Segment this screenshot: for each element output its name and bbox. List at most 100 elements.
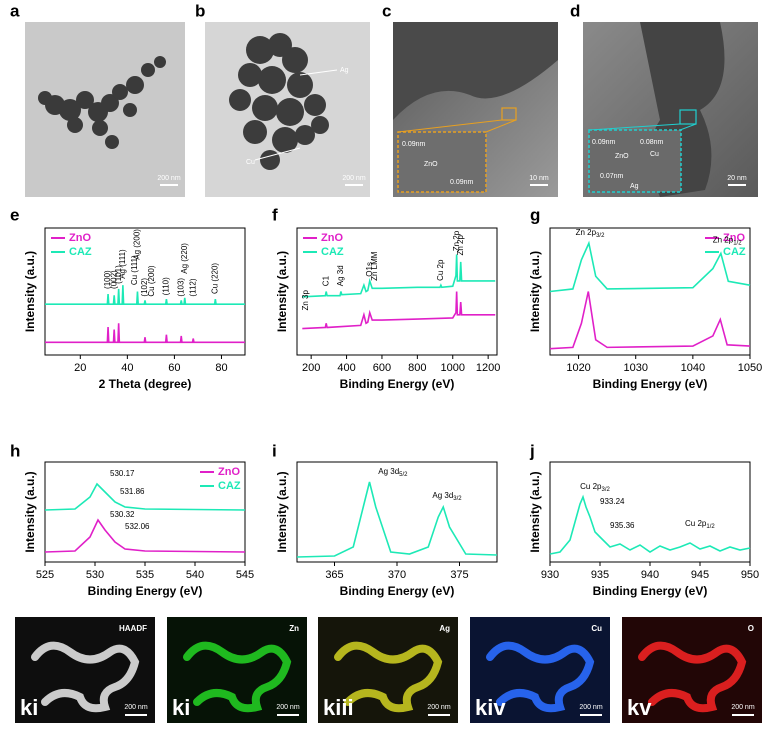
legend-label: ZnO <box>723 232 745 244</box>
plot-frame <box>296 227 498 356</box>
legend-label: CAZ <box>218 480 241 492</box>
spectrum-line <box>549 240 751 293</box>
panel-letter: b <box>195 1 205 20</box>
image-label: Ag <box>340 67 349 74</box>
chart: 525 530 535 540 545 Binding Energy (eV) Intens… <box>23 461 254 598</box>
annotation-text: Ag 3d <box>432 491 453 500</box>
annotation: Cu 2p <box>436 259 445 281</box>
shape <box>112 84 128 100</box>
map-signal <box>638 641 747 713</box>
annotation: (102) <box>140 278 149 297</box>
zoom-line <box>679 123 697 131</box>
map-element: Cu <box>591 624 602 633</box>
zoom-line <box>485 119 517 133</box>
scale-label: 200 nm <box>276 704 300 711</box>
shape <box>282 47 308 73</box>
x-tick-label: 530 <box>86 569 104 581</box>
shape <box>238 63 262 87</box>
x-tick-label: 1200 <box>476 362 500 374</box>
x-tick-label: 800 <box>408 362 426 374</box>
shape <box>276 98 304 126</box>
zoom-box <box>501 107 517 121</box>
shape <box>311 116 329 134</box>
y-axis-label: Intensity (a.u.) <box>275 251 289 332</box>
y-axis-label: Intensity (a.u.) <box>528 251 542 332</box>
shape <box>101 94 119 112</box>
shape <box>287 72 313 98</box>
spectrum-line <box>549 291 751 350</box>
annotation: (002) <box>109 270 118 289</box>
spectrum-line <box>302 291 496 330</box>
x-tick-label: 1030 <box>623 362 647 374</box>
spectrum-line <box>302 254 496 298</box>
shape <box>243 120 267 144</box>
inset-label: ZnO <box>424 161 438 168</box>
annotation: (101) <box>114 265 123 284</box>
x-tick-label: 1020 <box>566 362 590 374</box>
shape <box>105 135 119 149</box>
annotation: Cu 2p1/2 <box>685 519 715 529</box>
legend-label: CAZ <box>723 246 746 258</box>
scale-label: 200 nm <box>427 704 451 711</box>
shape <box>123 103 137 117</box>
shape <box>59 99 81 121</box>
map-label: kv <box>627 695 652 720</box>
annotation: Zn 2p3/2 <box>576 228 605 238</box>
shape <box>76 91 94 109</box>
shape <box>260 150 280 170</box>
x-tick-label: 375 <box>450 569 468 581</box>
annotation: (100) <box>103 270 112 289</box>
annotation: Zn 2p <box>456 235 465 256</box>
inset-label: 0.08nm <box>640 139 664 146</box>
annotation: Cu 2p3/2 <box>580 482 610 492</box>
plot-frame <box>549 461 751 563</box>
annotation: 933.24 <box>600 497 625 506</box>
x-tick-label: 370 <box>388 569 406 581</box>
particle <box>393 22 558 120</box>
annotation-text: Cu 2p <box>580 482 602 491</box>
annotation-sub: 3/2 <box>602 487 611 493</box>
annotation: Cu (220) <box>210 263 219 294</box>
panel-letter: d <box>570 1 580 20</box>
inset <box>588 129 682 193</box>
x-tick-label: 60 <box>168 362 180 374</box>
annotation-text: Ag 3d <box>378 467 399 476</box>
hrtem-image-c: 0.09nm ZnO 0.09nm 10 nm <box>393 22 558 197</box>
x-tick-label: 945 <box>691 569 709 581</box>
shape <box>154 56 166 68</box>
annotation: Zn 2p1/2 <box>713 236 742 246</box>
x-axis-label: Binding Energy (eV) <box>593 377 708 391</box>
annotation: Cu (111) <box>130 255 139 285</box>
panel-letter: i <box>272 441 277 460</box>
annotation-sub: 1/2 <box>706 524 715 530</box>
pointer <box>254 147 301 161</box>
particles <box>38 56 166 149</box>
plot-frame <box>549 227 751 356</box>
spectrum-line <box>549 494 751 555</box>
annotation: Ag 3d <box>336 265 345 286</box>
annotation-sub: 1/2 <box>733 240 742 246</box>
x-tick-label: 940 <box>641 569 659 581</box>
hrtem-image-d: 0.09nm ZnO 0.08nm Cu 0.07nm Ag 20 nm <box>583 22 758 197</box>
map-label: kiv <box>475 695 506 720</box>
map-signal <box>486 641 595 713</box>
map-label: ki <box>20 695 38 720</box>
annotation-sub: 3/2 <box>596 233 605 239</box>
annotation: C1 <box>321 275 330 286</box>
annotation: Ag 3d3/2 <box>432 491 462 501</box>
x-tick-label: 540 <box>186 569 204 581</box>
x-tick-label: 400 <box>337 362 355 374</box>
x-tick-label: 365 <box>325 569 343 581</box>
scale-label: 20 nm <box>727 175 747 182</box>
x-tick-label: 600 <box>373 362 391 374</box>
tem-image-b: Ag Cu 200 nm <box>205 22 370 197</box>
plot-frame <box>44 461 246 563</box>
pointer <box>299 69 338 76</box>
inset-label: ZnO <box>615 153 629 160</box>
map-label: kiii <box>323 695 354 720</box>
inset-label: Ag <box>630 183 639 190</box>
scale-label: 200 nm <box>731 704 755 711</box>
annotation-text: Zn 2p <box>576 228 597 237</box>
y-axis-label: Intensity (a.u.) <box>528 471 542 552</box>
x-axis-label: 2 Theta (degree) <box>99 377 192 391</box>
